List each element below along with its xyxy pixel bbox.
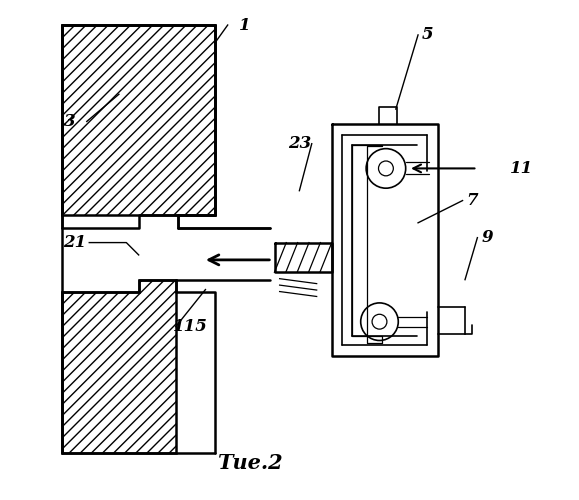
Text: 7: 7: [467, 192, 478, 209]
Text: 23: 23: [288, 135, 311, 152]
Polygon shape: [62, 280, 176, 452]
Text: 3: 3: [64, 113, 75, 130]
Text: Τие.2: Τие.2: [217, 452, 283, 472]
Text: 11: 11: [510, 160, 533, 177]
Text: 21: 21: [63, 234, 86, 251]
Text: 5: 5: [422, 26, 434, 44]
Polygon shape: [62, 25, 215, 216]
Text: 115: 115: [173, 318, 208, 335]
Text: 9: 9: [482, 229, 493, 246]
Text: 1: 1: [239, 16, 251, 34]
